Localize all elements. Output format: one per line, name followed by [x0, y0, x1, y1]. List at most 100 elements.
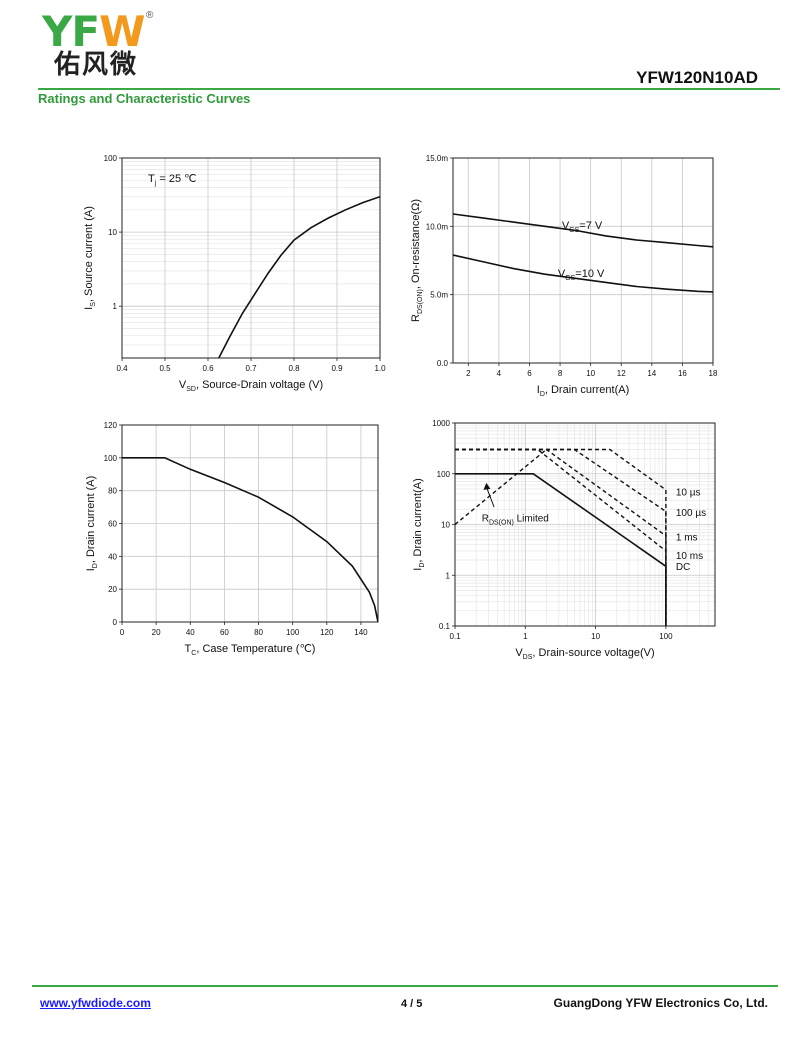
label-rest: , Drain current (A)	[85, 476, 97, 563]
series-label-vgs7: VGS=7 V	[562, 220, 603, 234]
website-link[interactable]: www.yfwdiode.com	[40, 996, 151, 1010]
label-main: T	[185, 643, 192, 655]
x-tick-label: 6	[527, 369, 532, 378]
series-line-5	[455, 448, 547, 526]
x-tick-label: 0.9	[331, 364, 343, 373]
series-line-4	[455, 448, 667, 626]
x-tick-label: 140	[354, 628, 368, 637]
x-tick-label: 0.7	[245, 364, 257, 373]
company-name: GuangDong YFW Electronics Co, Ltd.	[553, 996, 768, 1010]
label-subscript: D	[419, 563, 426, 568]
series-line-1	[453, 254, 713, 293]
series-line-0	[218, 195, 380, 358]
x-tick-label: 20	[152, 628, 161, 637]
y-axis-label: ID, Drain current (A)	[85, 476, 99, 572]
label-main: R	[410, 314, 422, 322]
label-main: V	[515, 647, 523, 659]
x-tick-label: 80	[254, 628, 263, 637]
x-axis-label: VSD, Source-Drain voltage (V)	[179, 379, 323, 393]
rds-arrow-line	[485, 486, 495, 508]
x-tick-label: 0.4	[116, 364, 128, 373]
label-main: V	[562, 220, 570, 232]
label-rest: = 25 ℃	[156, 173, 196, 185]
y-tick-label: 80	[108, 487, 117, 496]
x-tick-label: 12	[617, 369, 626, 378]
y-tick-label: 0.0	[437, 359, 449, 368]
y-tick-label: 120	[104, 421, 118, 430]
series-line-0	[122, 456, 378, 622]
label-main: V	[558, 268, 566, 280]
brand-logo: YFW	[42, 7, 145, 56]
y-tick-label: 40	[108, 552, 117, 561]
x-tick-label: 100	[286, 628, 300, 637]
safe-operating-area-chart: 0.1 1 10 100 0.1 1 10 100 1000 VDS, Drain-source …	[412, 419, 716, 661]
label-main: R	[482, 514, 489, 525]
x-tick-label: 40	[186, 628, 195, 637]
logo-text-accent: W	[99, 7, 145, 56]
label-main: I	[412, 568, 424, 571]
label-rest: , Case Temperature (℃)	[196, 643, 315, 655]
y-axis-label: ID, Drain current(A)	[412, 478, 426, 570]
label-rest: , Drain current(A)	[412, 478, 424, 562]
logo-text-main: YF	[42, 7, 100, 56]
series-line-0	[455, 472, 667, 626]
rds-arrow-head	[483, 482, 491, 490]
label-subscript: DS(ON)	[489, 520, 514, 527]
grid	[453, 157, 714, 364]
x-axis-label: ID, Drain current(A)	[537, 384, 629, 398]
x-tick-label: 100	[659, 632, 673, 641]
x-tick-label: 0.8	[288, 364, 300, 373]
y-tick-label: 1	[113, 302, 118, 311]
drain-current-vs-temperature-chart: 0 20 40 60 80 100 120 140 0 20 40 60 80 100 120 TC, Cas…	[85, 421, 379, 657]
part-number: YFW120N10AD	[636, 68, 758, 87]
grid	[121, 424, 378, 623]
source-current-chart: 0.4 0.5 0.6 0.7 0.8 0.9 1.0 1 10 100 VSD, Source-D…	[83, 154, 386, 393]
logo-text: YFW	[42, 7, 145, 56]
label-main: T	[148, 173, 155, 185]
series-label: 100 µs	[676, 508, 706, 519]
label-main: I	[85, 568, 97, 571]
page-number: 4 / 5	[401, 998, 423, 1010]
y-tick-label: 1	[446, 571, 451, 580]
rds-limited-label: RDS(ON) Limited	[482, 514, 549, 527]
series-label: DC	[676, 562, 690, 573]
x-tick-label: 0.5	[159, 364, 171, 373]
x-axis-label: TC, Case Temperature (℃)	[185, 643, 316, 657]
y-tick-label: 5.0m	[430, 291, 448, 300]
plot-frame	[452, 157, 714, 364]
y-axis-label: IS, Source current (A)	[83, 206, 97, 310]
series-label: 1 ms	[676, 532, 698, 543]
label-subscript: GS	[569, 227, 579, 234]
y-tick-label: 10.0m	[426, 222, 449, 231]
label-rest: , Drain current(A)	[545, 384, 629, 396]
y-tick-label: 10	[441, 521, 450, 530]
y-tick-label: 0	[113, 618, 118, 627]
x-tick-label: 60	[220, 628, 229, 637]
label-subscript: j	[154, 180, 157, 187]
x-tick-label: 18	[709, 369, 718, 378]
section-title: Ratings and Characteristic Curves	[38, 91, 251, 106]
y-tick-label: 60	[108, 520, 117, 529]
y-tick-label: 0.1	[439, 622, 451, 631]
series-label: 10 µs	[676, 487, 701, 498]
footer-divider	[32, 985, 778, 987]
temperature-annotation: Tj = 25 ℃	[148, 173, 196, 187]
label-rest: , On-resistance(Ω)	[410, 199, 422, 289]
on-resistance-chart: 2 4 6 8 10 12 14 16 18 0.0 5.0m 10.0m 15.0m ID, Drain…	[410, 154, 718, 398]
label-subscript: S	[90, 302, 97, 307]
y-tick-label: 100	[104, 154, 118, 163]
x-axis-label: VDS, Drain-source voltage(V)	[515, 647, 654, 661]
x-tick-label: 10	[591, 632, 600, 641]
x-tick-label: 0.6	[202, 364, 214, 373]
x-tick-label: 16	[678, 369, 687, 378]
plot-frame	[121, 424, 379, 623]
y-tick-label: 20	[108, 585, 117, 594]
x-tick-label: 10	[586, 369, 595, 378]
header-divider	[38, 88, 780, 90]
grid	[454, 422, 715, 627]
x-tick-label: 4	[497, 369, 502, 378]
x-tick-label: 1.0	[374, 364, 386, 373]
grid	[121, 157, 381, 358]
x-tick-label: 14	[647, 369, 656, 378]
label-subscript: C	[191, 650, 196, 657]
